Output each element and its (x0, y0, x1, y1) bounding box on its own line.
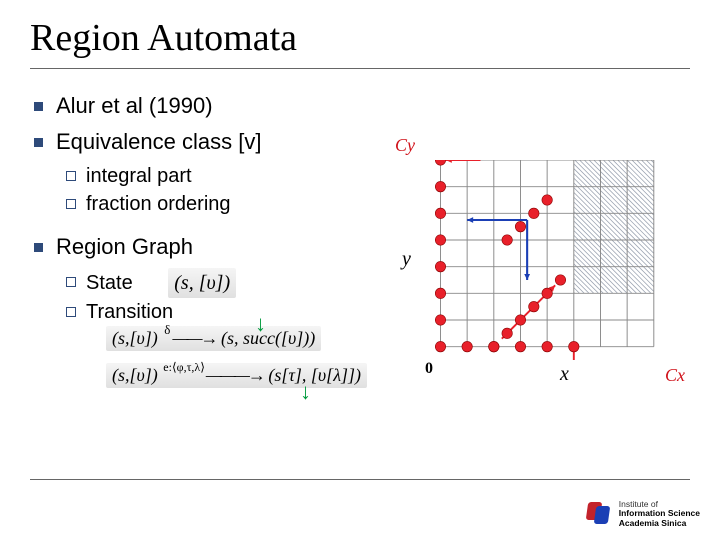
state-notation: (s, [υ]) (168, 268, 236, 298)
grid-svg (435, 160, 665, 360)
region-graph-diagram (395, 160, 695, 430)
x-axis-label: x (560, 363, 569, 386)
logo-icon (581, 500, 613, 528)
sub-bullet-text: State (86, 272, 133, 294)
page-title: Region Automata (30, 16, 690, 69)
logo-text: Institute of Information Science Academi… (619, 500, 700, 528)
down-arrow-icon: ↓ (255, 311, 266, 337)
down-arrow-icon: ↓ (300, 379, 311, 405)
transition-event: (s,[υ]) e:⟨φ,τ,λ⟩———→ (s[τ], [υ[λ]]) (106, 363, 367, 388)
institute-logo: Institute of Information Science Academi… (581, 500, 700, 528)
cx-label: Cx (665, 365, 685, 386)
slide: Region Automata Alur et al (1990) Equiva… (0, 0, 720, 540)
cy-label: Cy (395, 135, 415, 156)
bullet-text: Region Graph (56, 234, 193, 259)
y-axis-label: y (402, 248, 411, 271)
transition-formulas: (s,[υ]) δ——→ (s, succ([υ])) (s,[υ]) e:⟨φ… (106, 326, 367, 392)
logo-line: Academia Sinica (619, 518, 687, 528)
origin-label: 0 (425, 360, 433, 378)
bullet-item: Alur et al (1990) (30, 91, 690, 121)
bottom-rule (30, 479, 690, 480)
transition-delta: (s,[υ]) δ——→ (s, succ([υ])) (106, 326, 321, 351)
bullet-text: Equivalence class [v] (56, 129, 261, 154)
